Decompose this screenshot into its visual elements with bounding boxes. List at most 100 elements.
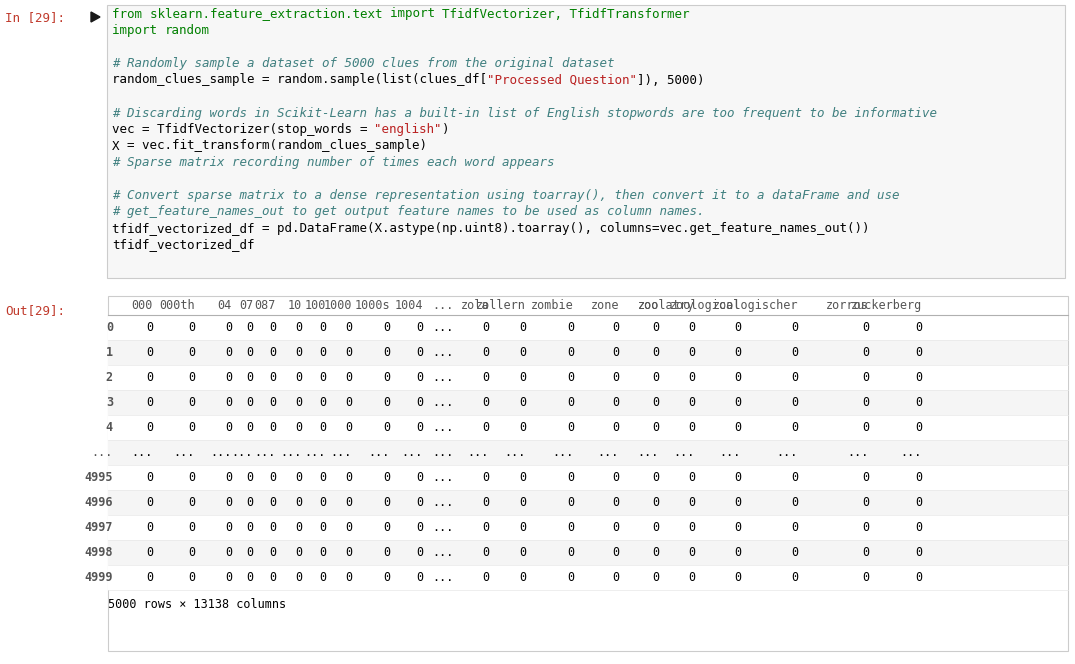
Text: 0: 0 (482, 371, 489, 384)
Text: 0: 0 (915, 346, 922, 359)
Text: # Randomly sample a dataset of 5000 clues from the original dataset: # Randomly sample a dataset of 5000 clue… (112, 57, 615, 70)
Text: 0: 0 (519, 421, 526, 434)
Text: 0: 0 (791, 571, 798, 584)
Text: ...: ... (468, 446, 489, 459)
Text: 0: 0 (915, 521, 922, 534)
Text: zoologischer: zoologischer (713, 299, 798, 312)
Text: 0: 0 (225, 521, 232, 534)
Text: 0: 0 (862, 471, 869, 484)
Text: 0: 0 (246, 521, 253, 534)
Text: 0: 0 (567, 396, 574, 409)
Text: random: random (164, 24, 210, 37)
Text: 0: 0 (915, 371, 922, 384)
Text: ...: ... (432, 496, 454, 509)
Text: 0: 0 (319, 546, 326, 559)
Text: 0: 0 (862, 521, 869, 534)
Text: ...: ... (553, 446, 574, 459)
Text: 0: 0 (319, 471, 326, 484)
Text: 0: 0 (519, 396, 526, 409)
Text: 0: 0 (688, 546, 696, 559)
Text: 0: 0 (482, 521, 489, 534)
Text: 0: 0 (319, 571, 326, 584)
Text: 0: 0 (734, 396, 741, 409)
Text: 0: 0 (225, 546, 232, 559)
Text: 0: 0 (791, 521, 798, 534)
Text: 0: 0 (383, 521, 390, 534)
Text: ...: ... (504, 446, 526, 459)
Text: 0: 0 (651, 371, 659, 384)
Text: 0: 0 (567, 321, 574, 334)
Text: 0: 0 (734, 496, 741, 509)
Text: 0: 0 (146, 321, 153, 334)
Text: 0: 0 (225, 321, 232, 334)
Text: 4997: 4997 (85, 521, 113, 534)
Text: 0: 0 (734, 421, 741, 434)
FancyBboxPatch shape (108, 5, 1065, 278)
Text: 0: 0 (734, 571, 741, 584)
Text: 0: 0 (862, 346, 869, 359)
Bar (108, 315, 1067, 340)
Text: ...: ... (432, 471, 454, 484)
Text: 0: 0 (567, 421, 574, 434)
Text: 0: 0 (482, 396, 489, 409)
Text: 0: 0 (295, 346, 302, 359)
Text: 0: 0 (225, 371, 232, 384)
Text: ...: ... (432, 396, 454, 409)
Text: 0: 0 (482, 546, 489, 559)
Bar (108, 415, 1067, 440)
Text: 0: 0 (734, 546, 741, 559)
Text: 0: 0 (519, 346, 526, 359)
Text: 0: 0 (416, 521, 422, 534)
Text: =: = (359, 123, 374, 136)
Text: 0: 0 (862, 396, 869, 409)
Text: 0: 0 (146, 371, 153, 384)
Text: ...: ... (719, 446, 741, 459)
Text: 0: 0 (246, 571, 253, 584)
Text: 0: 0 (519, 321, 526, 334)
Text: from: from (112, 7, 149, 21)
Text: 0: 0 (915, 496, 922, 509)
Text: In [29]:: In [29]: (5, 11, 64, 25)
Text: 0: 0 (734, 371, 741, 384)
Text: 0: 0 (188, 471, 195, 484)
Text: ...: ... (432, 571, 454, 584)
Text: 0: 0 (146, 346, 153, 359)
Text: 0: 0 (519, 496, 526, 509)
Text: 0: 0 (319, 496, 326, 509)
Text: 0: 0 (915, 421, 922, 434)
Text: 0: 0 (734, 471, 741, 484)
Text: 0: 0 (225, 496, 232, 509)
Text: 0: 0 (319, 421, 326, 434)
Text: 0: 0 (269, 396, 276, 409)
Text: 0: 0 (688, 346, 696, 359)
Text: 0: 0 (295, 546, 302, 559)
Text: 0: 0 (188, 546, 195, 559)
Text: 0: 0 (791, 396, 798, 409)
Text: ...: ... (637, 446, 659, 459)
Text: 0: 0 (519, 521, 526, 534)
Text: 4999: 4999 (85, 571, 113, 584)
Text: 0: 0 (295, 471, 302, 484)
Text: 0: 0 (612, 396, 619, 409)
Text: 0: 0 (345, 421, 352, 434)
Text: # Discarding words in Scikit-Learn has a built-in list of English stopwords are : # Discarding words in Scikit-Learn has a… (112, 106, 937, 120)
Text: X: X (112, 139, 127, 153)
Text: ...: ... (131, 446, 153, 459)
Text: 0: 0 (688, 496, 696, 509)
Text: 0: 0 (567, 471, 574, 484)
Text: ...: ... (174, 446, 195, 459)
Text: 0: 0 (319, 521, 326, 534)
Text: "english": "english" (374, 123, 442, 136)
Text: 0: 0 (791, 471, 798, 484)
Text: ...: ... (432, 421, 454, 434)
Text: 0: 0 (146, 521, 153, 534)
Text: ...: ... (776, 446, 798, 459)
Text: 0: 0 (519, 471, 526, 484)
Text: 0: 0 (688, 521, 696, 534)
Text: 0: 0 (188, 496, 195, 509)
Text: 07: 07 (239, 299, 253, 312)
Text: zuckerberg: zuckerberg (850, 299, 922, 312)
Text: # Convert sparse matrix to a dense representation using toarray(), then convert : # Convert sparse matrix to a dense repre… (112, 189, 900, 202)
Text: tfidf_vectorized_df: tfidf_vectorized_df (112, 238, 255, 252)
Text: ...: ... (231, 446, 253, 459)
